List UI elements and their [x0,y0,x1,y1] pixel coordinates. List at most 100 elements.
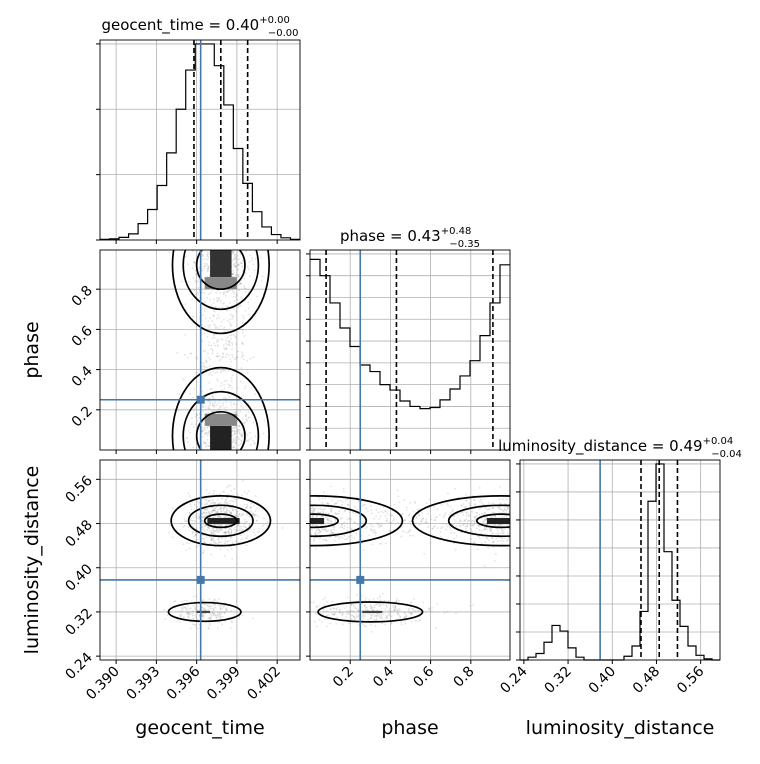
sample-point [483,528,486,530]
sample-point [203,365,206,368]
sample-point [303,510,305,512]
sample-point [197,538,200,541]
sample-point [228,343,231,345]
sample-point [217,339,220,342]
contour-line [317,601,424,623]
sample-point [207,325,210,328]
sample-point [318,511,321,514]
sample-point [206,514,208,517]
sample-point [207,452,209,454]
sample-point [206,275,209,278]
sample-point [202,457,204,459]
sample-point [289,514,291,516]
sample-point [398,607,400,610]
sample-point [341,524,343,527]
sample-point [248,490,251,493]
sample-point [241,407,244,409]
sample-point [478,508,481,511]
sample-point [485,523,488,526]
sample-point [230,547,233,550]
sample-point [341,523,344,525]
sample-point [396,610,399,613]
sample-point [208,527,211,530]
sample-point [252,440,255,442]
sample-point [378,604,381,607]
sample-point [255,507,258,510]
sample-point [389,610,392,613]
sample-point [313,538,315,541]
sample-point [224,409,227,412]
sample-point [235,454,237,456]
sample-point [237,258,240,261]
sample-point [234,455,236,457]
sample-point [308,515,310,517]
sample-point [384,509,386,512]
sample-point [377,602,379,605]
sample-point [306,511,308,513]
sample-point [212,507,215,510]
sample-point [434,519,436,521]
sample-point [520,544,522,546]
sample-point [232,295,235,298]
sample-point [484,528,487,530]
sample-point [225,608,228,611]
sample-point [492,541,495,544]
sample-point [262,517,265,520]
sample-point [266,521,269,523]
sample-point [224,531,227,533]
sample-point [465,518,468,520]
sample-point [235,255,238,258]
sample-point [229,457,231,459]
sample-point [465,527,467,530]
sample-point [201,324,203,326]
sample-point [202,538,205,540]
sample-point [229,401,232,404]
sample-point [302,514,304,516]
sample-point [349,622,352,625]
sample-point [218,359,221,362]
sample-point [220,611,223,614]
sample-point [289,504,291,506]
sample-point [312,509,315,512]
sample-point [216,458,218,460]
sample-point [233,262,236,265]
sample-point [455,612,457,615]
sample-point [211,396,214,398]
sample-point [231,289,234,292]
sample-point [224,499,227,502]
sample-point [535,538,537,540]
sample-point [339,517,342,520]
sample-point [493,540,496,543]
sample-point [228,334,231,337]
sample-point [430,518,433,521]
sample-point [495,532,498,535]
sample-point [329,517,332,520]
sample-point [350,518,353,521]
sample-point [225,356,227,359]
sample-point [388,613,391,616]
sample-point [209,512,212,515]
sample-point [517,500,519,502]
sample-point [233,292,236,294]
sample-point [404,519,407,521]
sample-point [240,283,243,285]
sample-point [396,599,398,602]
sample-point [527,516,529,518]
sample-point [192,525,195,528]
sample-point [410,612,413,615]
sample-point [312,511,314,514]
sample-point [224,244,226,246]
sample-point [390,521,393,524]
sample-point [254,533,257,536]
sample-point [209,371,212,374]
sample-point [233,465,235,467]
sample-point [427,507,430,510]
sample-point [242,471,244,473]
sample-point [238,263,241,266]
sample-point [176,620,179,622]
sample-point [232,439,235,442]
sample-point [390,615,393,618]
sample-point [195,273,197,276]
sample-point [235,261,237,263]
sample-point [327,519,330,522]
